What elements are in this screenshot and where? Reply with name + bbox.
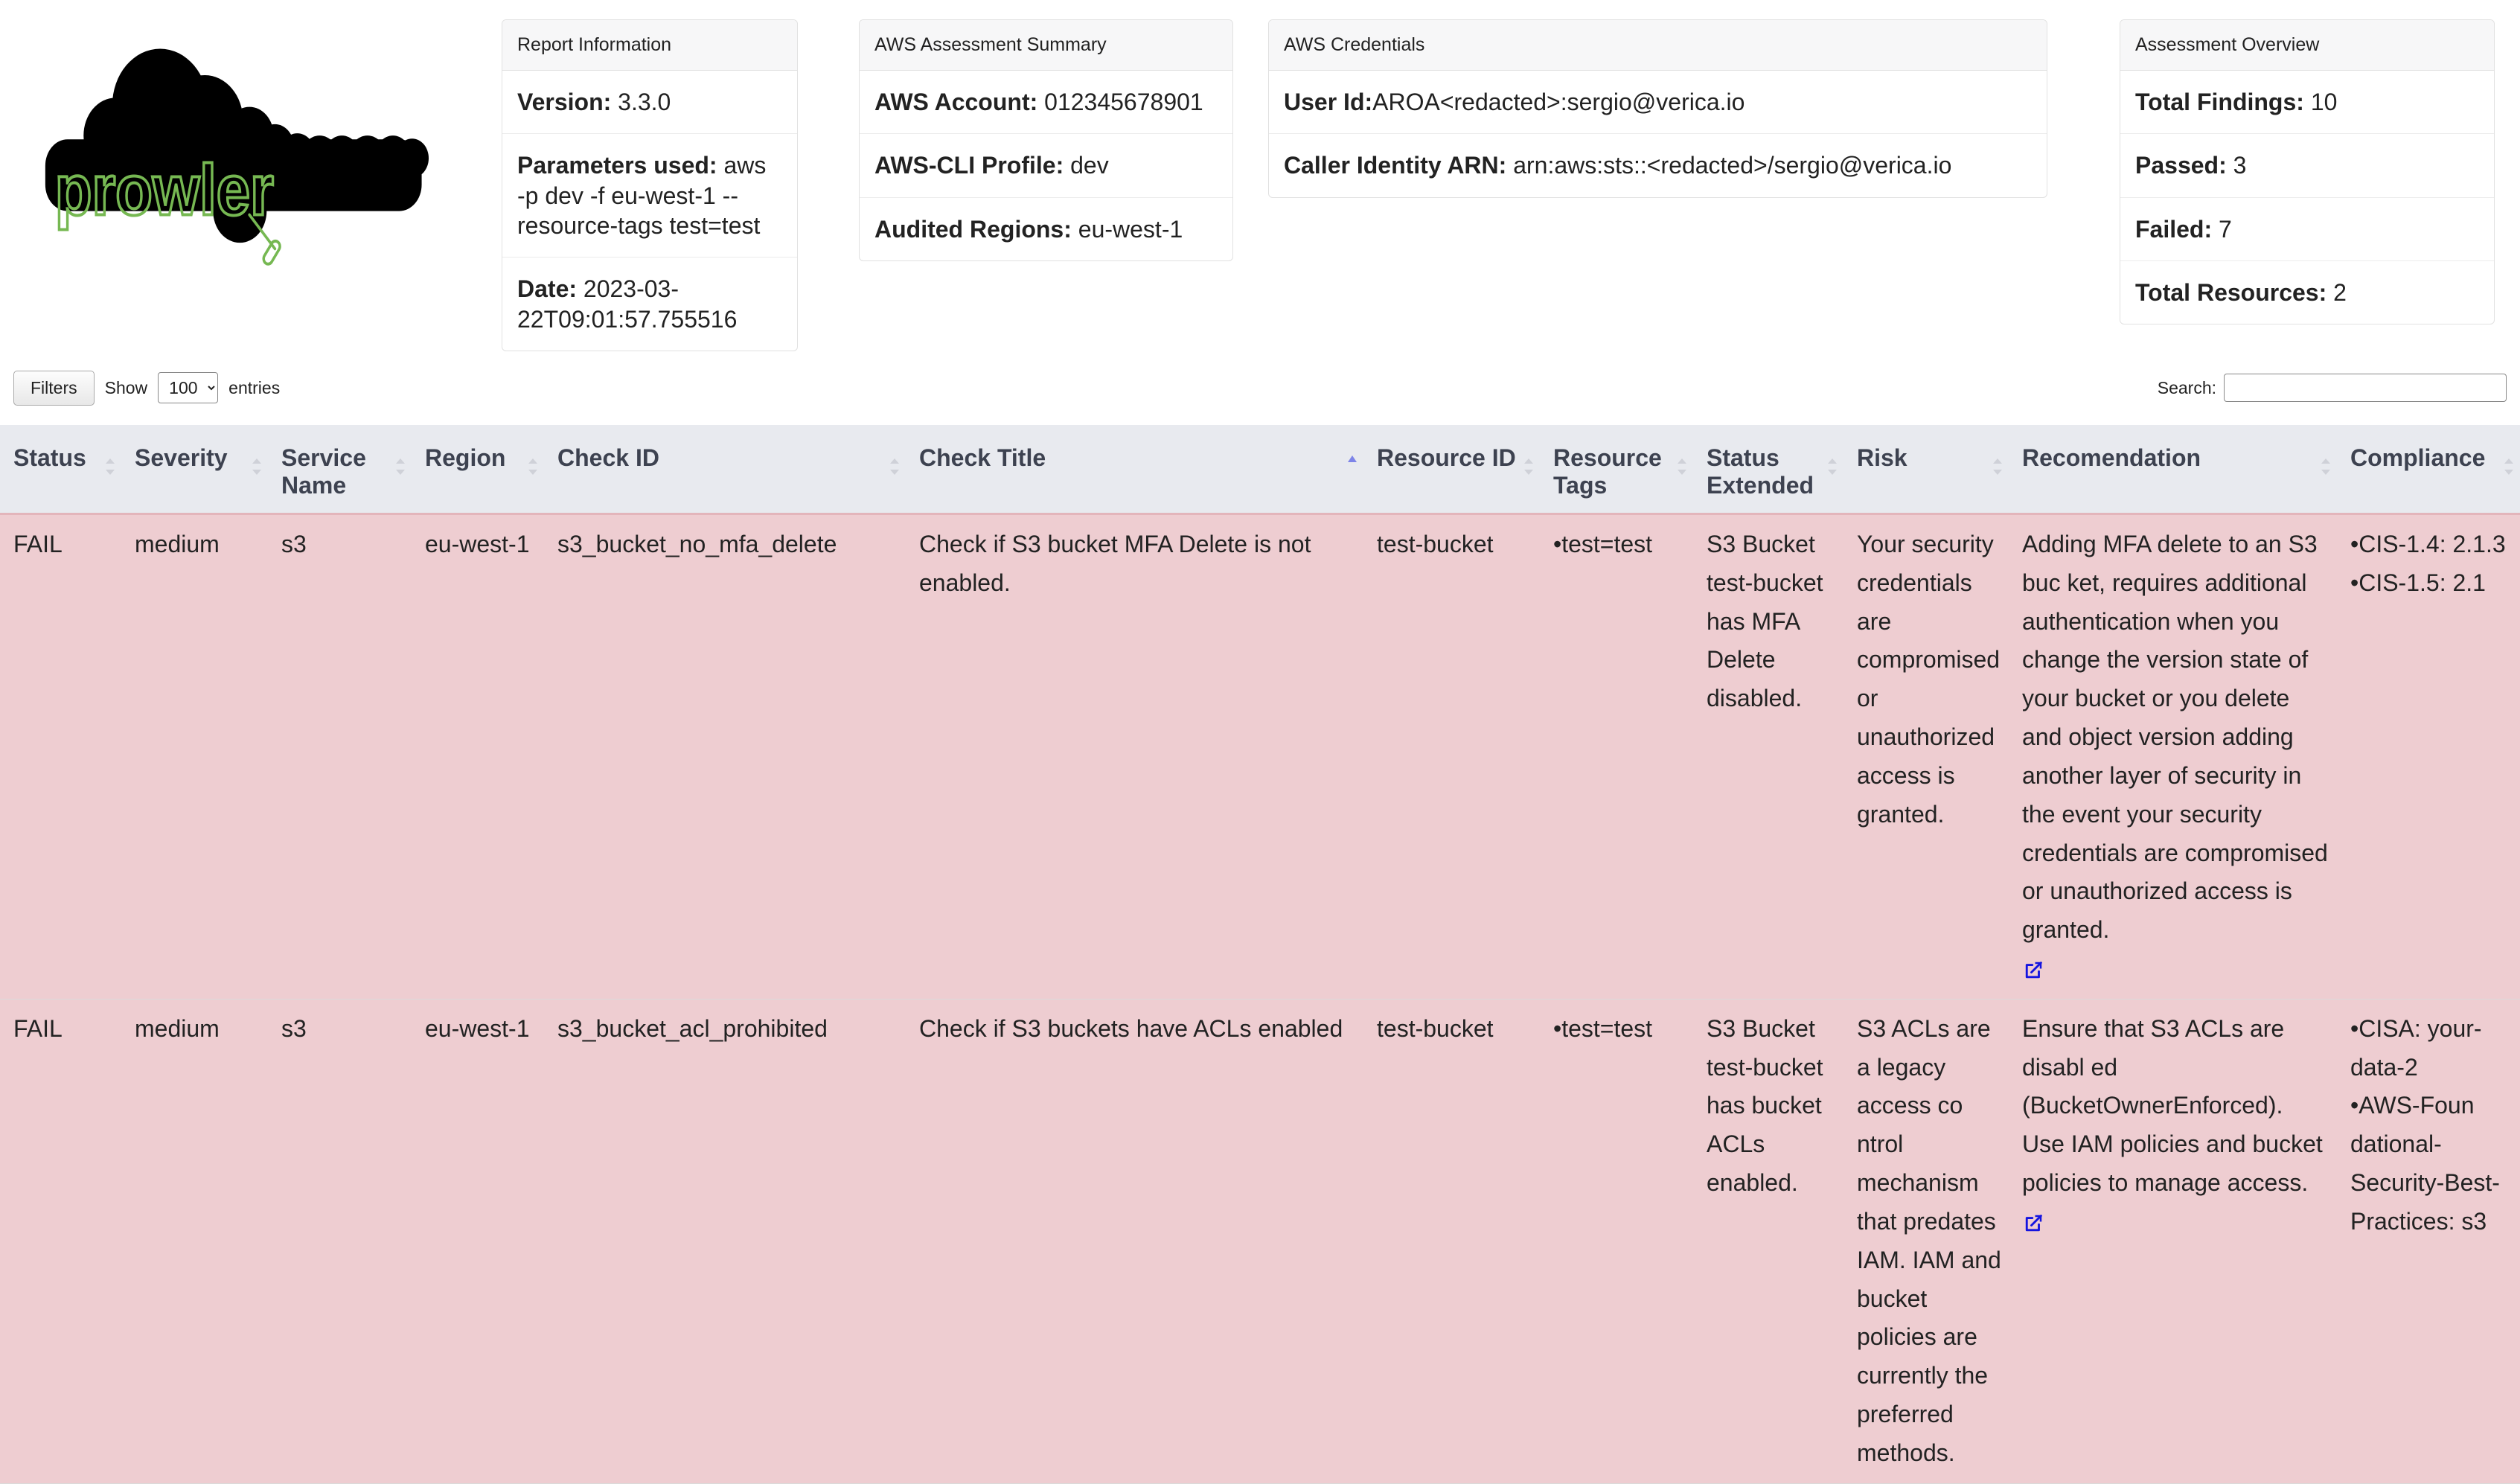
svg-text:prowler: prowler bbox=[55, 150, 274, 230]
